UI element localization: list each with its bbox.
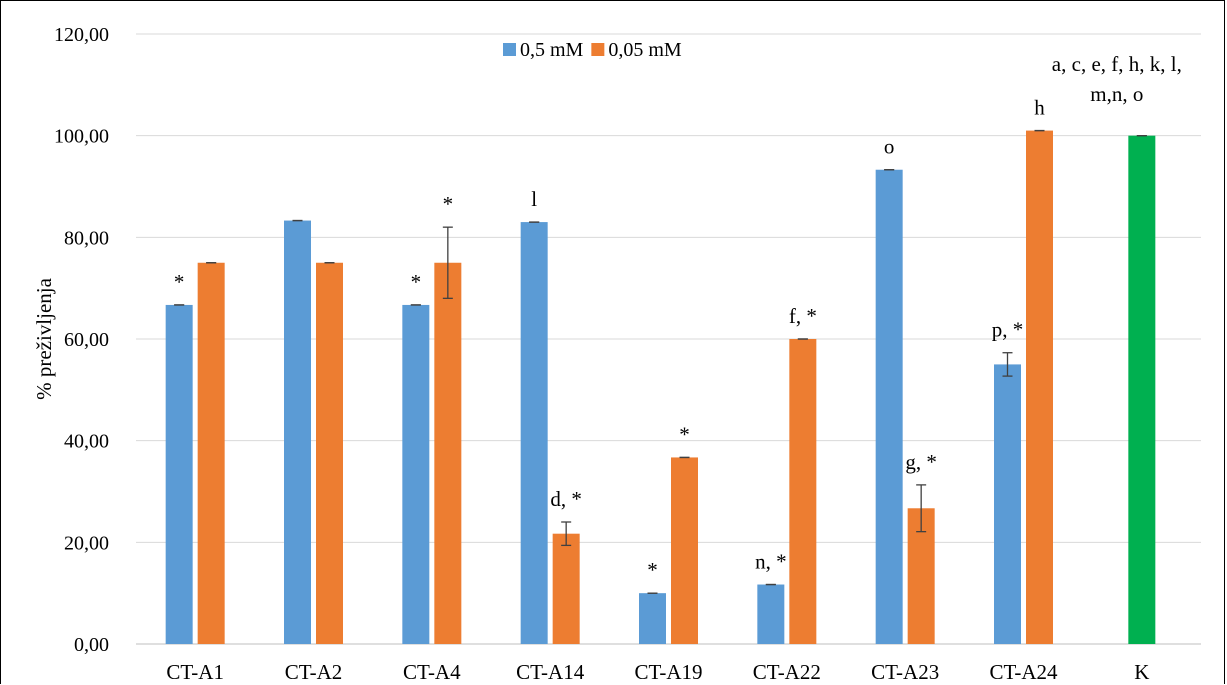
bar (1128, 135, 1156, 644)
bar (639, 593, 666, 644)
x-tick-label: CT-A14 (516, 660, 585, 684)
y-tick-label: 40,00 (64, 431, 109, 453)
bar (402, 304, 430, 644)
bar-annotation: * (174, 270, 185, 294)
bar (165, 304, 193, 644)
x-tick-label: CT-A19 (634, 660, 702, 684)
bar-annotation: f, * (789, 304, 817, 328)
bar (1026, 130, 1053, 645)
bar (757, 584, 785, 644)
y-tick-label: 0,00 (74, 634, 109, 656)
x-tick-label: CT-A1 (166, 660, 224, 684)
bar-annotation: * (411, 270, 422, 294)
legend-swatch (503, 43, 516, 56)
bar (671, 457, 698, 644)
legend-label: 0,05 mM (608, 39, 682, 61)
bar-annotation: l (531, 187, 537, 211)
bar (284, 220, 311, 644)
bar (994, 364, 1021, 644)
bar (316, 262, 343, 644)
bar (789, 339, 817, 644)
legend-swatch (591, 43, 605, 56)
bar-annotation: * (647, 558, 658, 582)
bar-annotation: p, * (992, 318, 1024, 342)
y-tick-label: 80,00 (64, 227, 109, 249)
y-tick-label: 20,00 (64, 532, 109, 554)
x-tick-label: CT-A4 (403, 660, 461, 684)
y-tick-label: 100,00 (54, 126, 109, 148)
bar-annotation: o (884, 135, 895, 159)
x-tick-label: CT-A2 (285, 660, 343, 684)
x-tick-label: CT-A22 (753, 660, 821, 684)
bar-annotation: * (443, 192, 454, 216)
bar (520, 222, 548, 645)
y-tick-label: 60,00 (64, 329, 109, 351)
bar (875, 169, 903, 644)
legend-label: 0,5 mM (520, 39, 584, 61)
y-axis-label: % preživljenja (32, 277, 56, 400)
k-annotation-line: a, c, e, f, h, k, l, (1052, 52, 1182, 76)
y-tick-label: 120,00 (54, 24, 109, 46)
bar (197, 262, 225, 644)
x-tick-label: K (1134, 660, 1149, 684)
bar (434, 262, 462, 644)
x-tick-label: CT-A23 (871, 660, 939, 684)
x-tick-label: CT-A24 (989, 660, 1058, 684)
k-annotation-line: m,n, o (1090, 82, 1143, 106)
bar-annotation: g, * (905, 450, 937, 474)
bar-annotation: d, * (550, 487, 582, 511)
bar-annotation: * (679, 422, 690, 446)
bar-annotation: n, * (755, 550, 787, 574)
bar (552, 533, 580, 644)
bar-annotation: h (1034, 96, 1045, 120)
